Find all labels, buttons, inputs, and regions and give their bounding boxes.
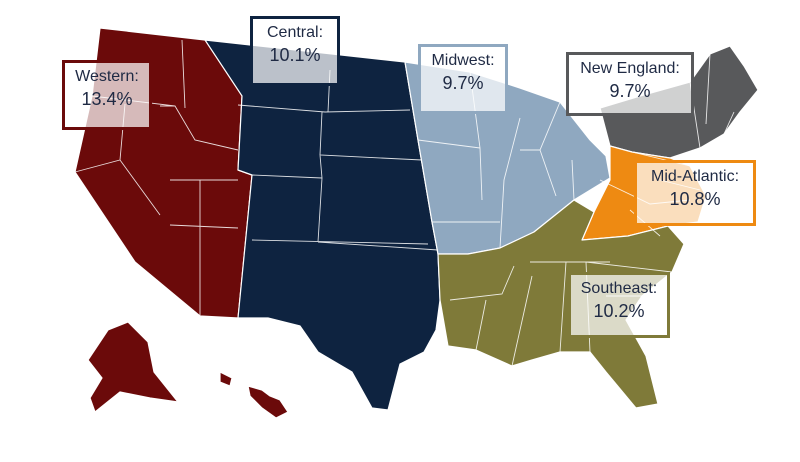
- hawaii[interactable]: [219, 371, 289, 419]
- southeast-label-name: Southeast:: [580, 280, 658, 297]
- new-england-label: New England: 9.7%: [566, 52, 694, 116]
- central-label-value: 10.1%: [269, 45, 321, 65]
- mid-atlantic-label-name: Mid-Atlantic:: [650, 168, 740, 185]
- southeast-label-value: 10.2%: [593, 301, 645, 321]
- new-england-label-value: 9.7%: [609, 81, 651, 101]
- alaska[interactable]: [87, 321, 179, 413]
- western-label-value: 13.4%: [81, 89, 133, 109]
- mid-atlantic-label-value: 10.8%: [669, 189, 721, 209]
- midwest-label: Midwest: 9.7%: [418, 44, 508, 114]
- western-label: Western: 13.4%: [62, 60, 152, 130]
- southeast-label: Southeast: 10.2%: [568, 272, 670, 338]
- central-label: Central: 10.1%: [250, 16, 340, 86]
- new-england-label-name: New England:: [580, 60, 680, 77]
- midwest-label-value: 9.7%: [442, 73, 484, 93]
- central-label-name: Central:: [266, 24, 324, 41]
- mid-atlantic-label: Mid-Atlantic: 10.8%: [634, 160, 756, 226]
- midwest-label-name: Midwest:: [431, 52, 495, 69]
- western-label-name: Western:: [75, 68, 139, 85]
